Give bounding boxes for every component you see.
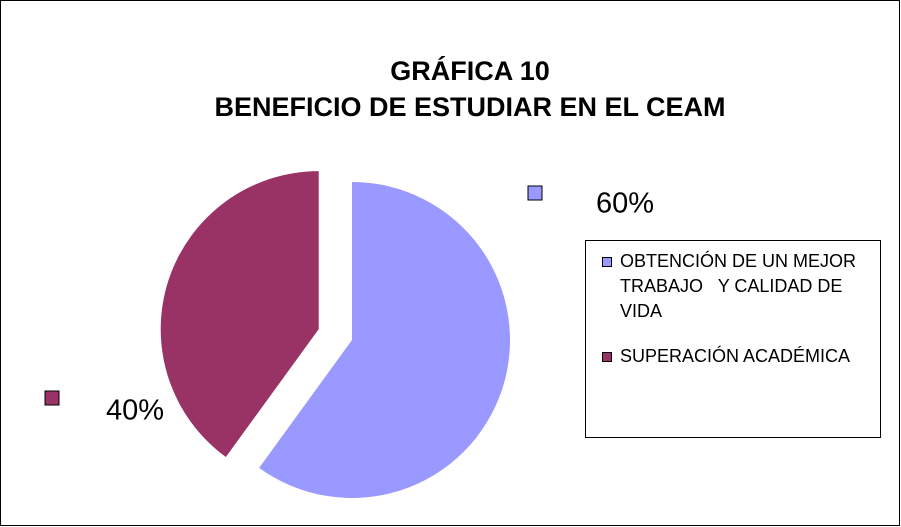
legend: OBTENCIÓN DE UN MEJOR TRABAJO Y CALIDAD … bbox=[585, 240, 881, 438]
label-swatch bbox=[527, 185, 543, 201]
legend-label: SUPERACIÓN ACADÉMICA bbox=[620, 346, 851, 366]
label-swatch bbox=[44, 390, 60, 406]
chart-subtitle: BENEFICIO DE ESTUDIAR EN EL CEAM bbox=[214, 92, 725, 122]
value-label: 60% bbox=[596, 188, 654, 220]
legend-label: OBTENCIÓN DE UN MEJOR TRABAJO Y CALIDAD … bbox=[620, 251, 861, 321]
legend-swatch bbox=[602, 352, 612, 362]
chart-title: GRÁFICA 10 bbox=[390, 55, 550, 86]
pie-slice bbox=[160, 171, 319, 458]
legend-swatch bbox=[602, 257, 612, 267]
legend-entry: SUPERACIÓN ACADÉMICA bbox=[602, 344, 860, 369]
pie-slice bbox=[259, 182, 510, 498]
value-label: 40% bbox=[106, 395, 164, 427]
legend-entry: OBTENCIÓN DE UN MEJOR TRABAJO Y CALIDAD … bbox=[602, 249, 860, 324]
